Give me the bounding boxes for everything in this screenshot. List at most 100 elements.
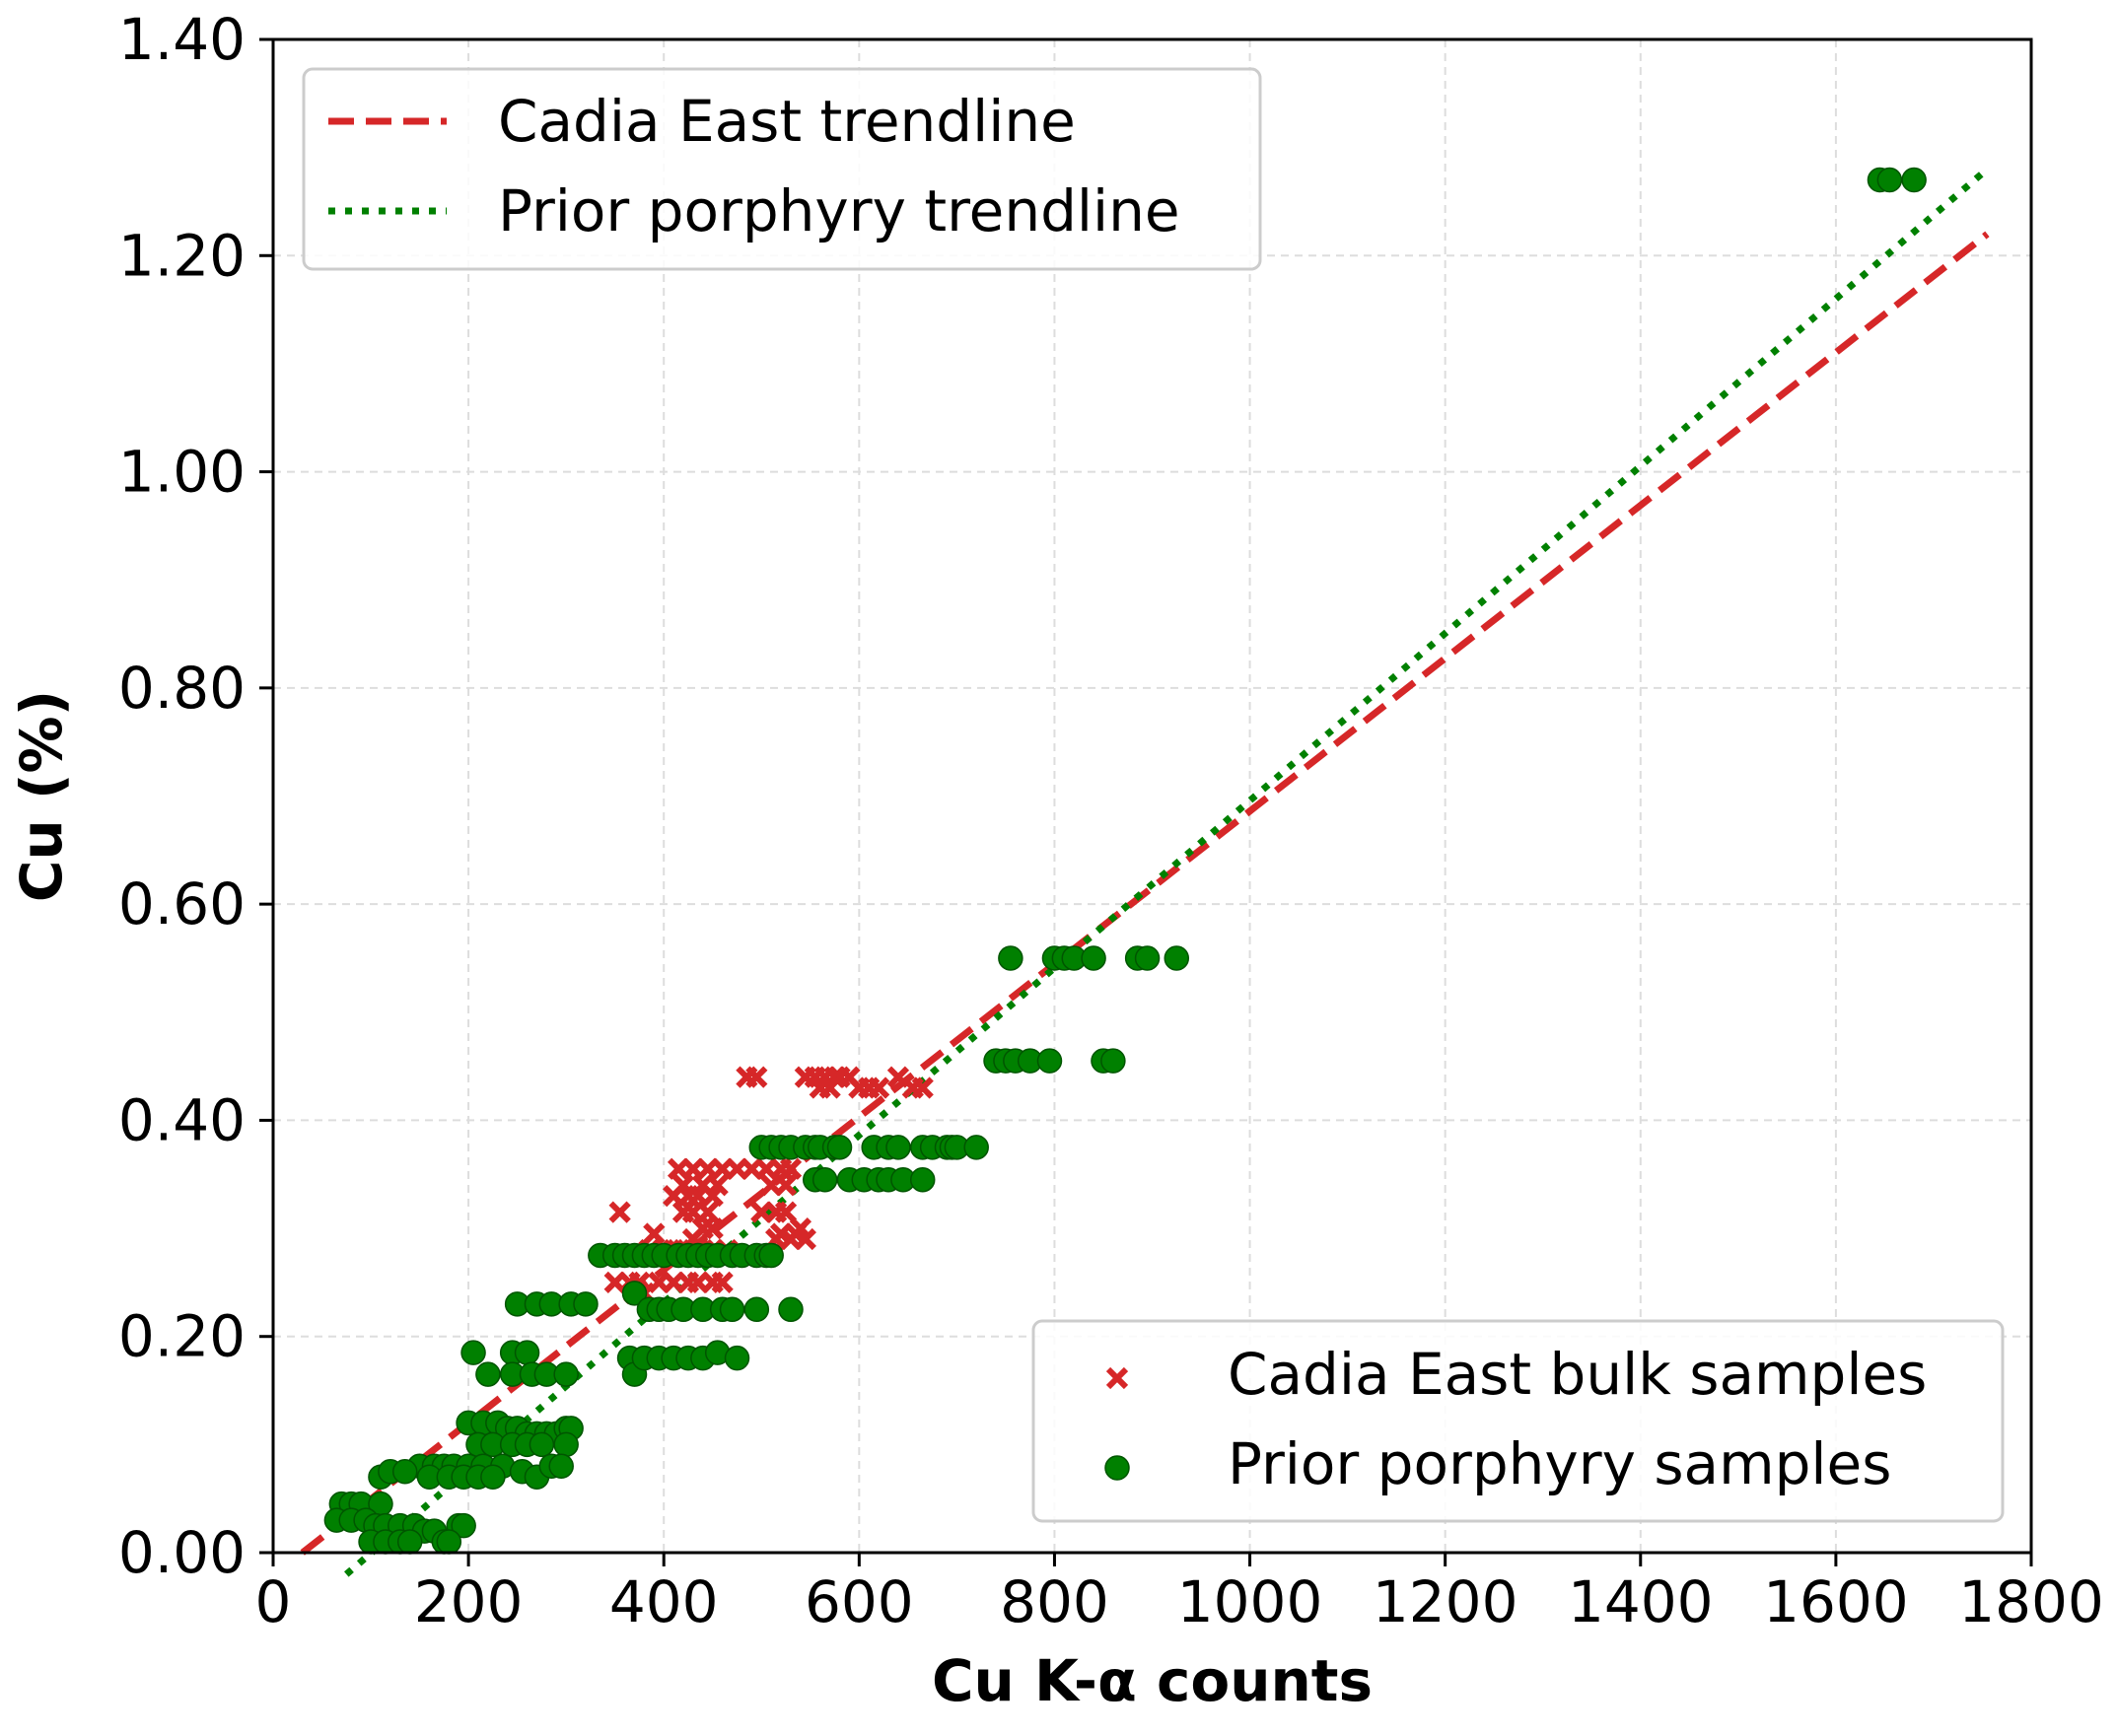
legend-marker-porphyry-samples xyxy=(1104,1455,1130,1481)
x-tick-label: 400 xyxy=(609,1568,719,1635)
x-tick-label: 200 xyxy=(414,1568,524,1635)
x-tick-label: 0 xyxy=(255,1568,292,1635)
porphyry-sample-point xyxy=(1134,945,1161,971)
cadia-sample-point xyxy=(774,1201,798,1223)
cadia-sample-point xyxy=(701,1216,724,1240)
cadia-sample-point-stroke xyxy=(868,1076,890,1099)
legend-samples-box xyxy=(1031,1319,2005,1523)
legend-trendlines-box xyxy=(302,67,1262,271)
cadia-sample-point-stroke xyxy=(774,1174,798,1197)
porphyry-sample-point xyxy=(1081,945,1106,971)
porphyry-sample-point xyxy=(1164,945,1190,971)
cadia-sample-point-stroke xyxy=(696,1201,719,1223)
porphyry-sample-point xyxy=(460,1340,486,1365)
cadia-trendline xyxy=(300,231,1990,1556)
legend-trendlines: Cadia East trendline Prior porphyry tren… xyxy=(302,67,1262,271)
y-tick-label: 0.60 xyxy=(118,870,246,937)
cadia-sample-point xyxy=(701,1185,724,1208)
porphyry-sample-point xyxy=(998,945,1023,971)
legend-marker-cadia-samples-stroke-2 xyxy=(1105,1366,1129,1390)
cadia-sample-point xyxy=(745,1066,768,1088)
y-tick-label: 1.00 xyxy=(118,439,246,506)
y-axis-label: Cu (%) xyxy=(8,690,75,902)
porphyry-sample-point xyxy=(621,1281,648,1306)
cadia-sample-point xyxy=(608,1201,631,1223)
porphyry-sample-point xyxy=(475,1361,501,1387)
porphyry-sample-point xyxy=(826,1135,853,1160)
y-tick-label: 1.20 xyxy=(118,222,246,289)
cadia-sample-point-stroke xyxy=(779,1157,803,1180)
cadia-sample-point-stroke xyxy=(886,1066,910,1088)
legend-label-cadia-samples: Cadia East bulk samples xyxy=(1228,1341,1927,1408)
cadia-sample-point-stroke xyxy=(818,1076,841,1099)
y-tick-label: 0.20 xyxy=(118,1303,246,1370)
porphyry-sample-point xyxy=(529,1431,555,1458)
x-tick-label: 1200 xyxy=(1373,1568,1518,1635)
x-tick-label: 1400 xyxy=(1568,1568,1714,1635)
porphyry-sample-point xyxy=(553,1361,579,1387)
porphyry-sample-point xyxy=(812,1166,838,1193)
x-tick-label: 1000 xyxy=(1177,1568,1323,1635)
porphyry-sample-point xyxy=(909,1166,936,1193)
cadia-sample-point-stroke xyxy=(784,1222,808,1245)
cadia-sample-point xyxy=(643,1222,666,1245)
cadia-sample-point-stroke xyxy=(911,1076,934,1099)
porphyry-sample-point xyxy=(396,1529,423,1555)
porphyry-sample-point xyxy=(451,1512,476,1539)
cadia-sample-point-stroke xyxy=(774,1201,798,1223)
cadia-sample-point xyxy=(696,1201,719,1223)
porphyry-sample-point xyxy=(1901,167,1927,193)
legend-label-cadia-trendline: Cadia East trendline xyxy=(498,88,1076,155)
cadia-sample-point xyxy=(779,1157,803,1180)
data-points xyxy=(323,167,1927,1555)
porphyry-sample-point xyxy=(1876,167,1903,193)
legend-samples: Cadia East bulk samples Prior porphyry s… xyxy=(1031,1319,2005,1523)
x-tick-label: 800 xyxy=(1000,1568,1109,1635)
cadia-sample-point-stroke xyxy=(608,1201,631,1223)
y-tick-label: 0.00 xyxy=(118,1519,246,1586)
cadia-sample-point xyxy=(868,1076,890,1099)
y-tick-label: 0.80 xyxy=(118,655,246,722)
trendlines xyxy=(300,166,1990,1577)
porphyry-sample-point xyxy=(743,1296,770,1323)
porphyry-sample-point xyxy=(719,1296,745,1323)
porphyry-sample-point xyxy=(548,1453,574,1480)
porphyry-sample-point xyxy=(724,1345,750,1371)
cadia-sample-point xyxy=(711,1271,734,1294)
porphyry-sample-point xyxy=(436,1529,462,1555)
cadia-sample-point-stroke xyxy=(643,1222,666,1245)
porphyry-sample-point xyxy=(1100,1048,1126,1074)
x-tick-label: 1600 xyxy=(1763,1568,1909,1635)
porphyry-sample-point xyxy=(391,1459,418,1485)
legend-marker-cadia-samples xyxy=(1105,1366,1129,1390)
porphyry-sample-point xyxy=(758,1242,784,1269)
porphyry-sample-point xyxy=(778,1296,804,1323)
porphyry-sample-point xyxy=(514,1340,540,1365)
cadia-sample-point xyxy=(911,1076,934,1099)
x-tick-label: 1800 xyxy=(1958,1568,2104,1635)
cadia-sample-point xyxy=(818,1076,841,1099)
x-tick-label: 600 xyxy=(805,1568,914,1635)
porphyry-sample-point xyxy=(885,1135,911,1160)
porphyry-trendline xyxy=(344,166,1990,1577)
axis-ticks: 0 200 400 600 800 1000 1200 1400 1600 1800 0.00 0.2… xyxy=(118,6,2104,1635)
plot-frame xyxy=(271,37,2033,1555)
legend-label-porphyry-trendline: Prior porphyry trendline xyxy=(498,177,1180,244)
porphyry-sample-point xyxy=(963,1135,989,1160)
cadia-sample-point xyxy=(774,1174,798,1197)
x-axis-label: Cu K-α counts xyxy=(932,1647,1373,1714)
porphyry-sample-point xyxy=(553,1431,579,1458)
porphyry-sample-point xyxy=(573,1291,599,1317)
cadia-sample-point-stroke xyxy=(701,1216,724,1240)
porphyry-sample-point xyxy=(1036,1048,1063,1074)
cadia-sample-point xyxy=(784,1222,808,1245)
cadia-sample-point-stroke xyxy=(745,1066,768,1088)
y-tick-label: 0.40 xyxy=(118,1086,246,1153)
cadia-sample-point-stroke xyxy=(701,1185,724,1208)
cadia-sample-point-stroke xyxy=(838,1066,861,1088)
y-tick-label: 1.40 xyxy=(118,6,246,73)
cadia-sample-point-stroke xyxy=(711,1271,734,1294)
legend-label-porphyry-samples: Prior porphyry samples xyxy=(1228,1430,1891,1497)
porphyry-sample-point xyxy=(480,1464,506,1490)
